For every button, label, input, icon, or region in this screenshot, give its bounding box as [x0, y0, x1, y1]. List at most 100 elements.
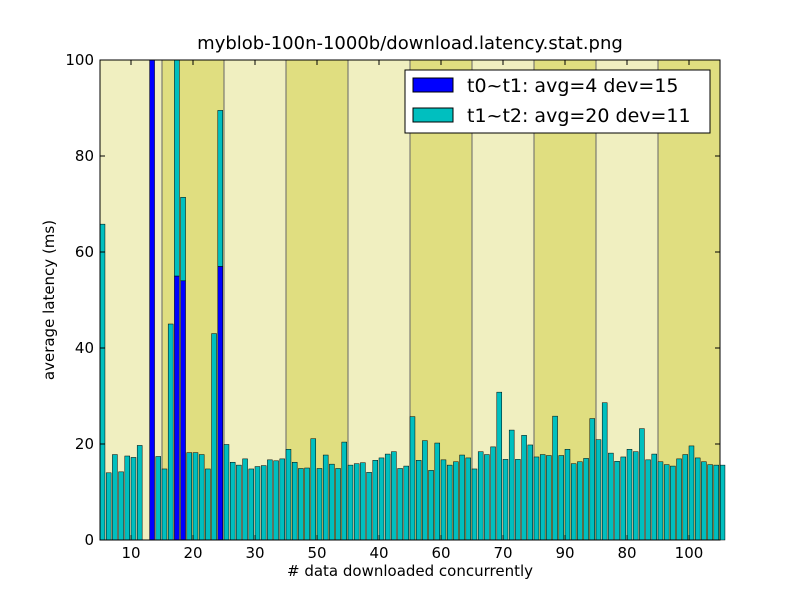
- bar-t1: [186, 452, 193, 541]
- bar-t1: [118, 471, 124, 541]
- bar-t1: [155, 456, 162, 541]
- bar-t1: [211, 333, 217, 541]
- bar-t1: [236, 464, 242, 541]
- bar-t1: [639, 428, 645, 541]
- x-tick-label: 40: [369, 544, 388, 562]
- axis-ticks: [100, 59, 720, 541]
- x-tick-label: 10: [121, 544, 140, 562]
- bar-t1: [446, 464, 453, 541]
- bar-t1: [539, 454, 546, 541]
- y-axis-title: average latency (ms): [40, 220, 58, 380]
- bar-t1: [167, 323, 174, 541]
- bar-t1: [180, 197, 186, 282]
- bar-t1: [632, 451, 639, 541]
- bar-t1: [490, 446, 496, 541]
- x-tick-label: 20: [183, 544, 202, 562]
- bar-t1: [298, 468, 304, 541]
- bar-t1: [391, 451, 397, 541]
- plot-frame: [99, 59, 721, 541]
- bar-t1: [229, 461, 236, 541]
- bar-t1: [477, 451, 484, 541]
- bar-t1: [366, 472, 372, 541]
- bar-t1: [471, 468, 478, 541]
- bar-t1: [484, 454, 490, 541]
- bar-t1: [112, 454, 118, 541]
- bar-t1: [676, 458, 682, 541]
- bar-t1: [217, 110, 224, 267]
- bar-t1: [136, 445, 143, 541]
- bar-t1: [124, 455, 131, 541]
- bar-t1: [552, 415, 558, 541]
- bar-t1: [242, 458, 248, 541]
- x-tick-label: 60: [431, 544, 450, 562]
- bar-t1: [329, 463, 335, 541]
- x-tick-label: 90: [555, 544, 574, 562]
- bar-t1: [459, 454, 465, 541]
- bar-t1: [670, 465, 676, 541]
- bar-t1: [378, 457, 385, 541]
- y-tick-label: 40: [75, 339, 94, 357]
- bar-t1: [608, 452, 614, 541]
- bar-t1: [223, 444, 230, 541]
- bar-t1: [174, 59, 180, 277]
- bar-t1: [322, 454, 329, 541]
- bar-t1: [694, 457, 701, 541]
- y-tick-label: 80: [75, 147, 94, 165]
- bar-t1: [285, 449, 292, 541]
- bar-t1: [601, 402, 608, 541]
- bar-t1: [291, 461, 298, 541]
- bar-t1: [434, 442, 441, 541]
- bar-t1: [595, 439, 602, 541]
- bar-t1: [384, 453, 391, 541]
- bar-t1: [99, 223, 106, 541]
- bar-t1: [564, 449, 571, 541]
- bar-t1: [273, 460, 279, 541]
- chart-title: myblob-100n-1000b/download.latency.stat.…: [197, 33, 623, 54]
- bar-t1: [663, 464, 670, 541]
- bar-t1: [570, 463, 577, 541]
- bar-t1: [260, 465, 267, 541]
- bar-t1: [279, 458, 286, 541]
- x-tick-label: 30: [245, 544, 264, 562]
- bar-t1: [415, 460, 422, 541]
- bar-t1: [248, 468, 255, 541]
- bar-t1: [614, 461, 620, 541]
- bar-t1: [360, 462, 366, 541]
- y-tick-label: 20: [75, 435, 94, 453]
- bar-t1: [688, 445, 695, 541]
- bar-t1: [310, 438, 317, 541]
- y-tick-labels: 0 20 40 60 80 100: [65, 51, 94, 549]
- legend-label-t0: t0~t1: avg=4 dev=15: [467, 75, 679, 97]
- bar-t1: [341, 441, 348, 541]
- legend-swatch-t1: [412, 107, 454, 123]
- bar-series: [99, 59, 726, 541]
- bar-t1: [347, 464, 354, 541]
- bar-t1: [372, 460, 379, 541]
- bar-t1: [205, 468, 211, 541]
- x-tick-label: 80: [617, 544, 636, 562]
- x-tick-labels: 10 20 30 50 40 60 70 90 80 100: [121, 544, 703, 562]
- bar-t1: [521, 435, 527, 541]
- bar-t1: [397, 468, 403, 541]
- bar-t1: [645, 459, 651, 541]
- y-tick-label: 0: [84, 531, 94, 549]
- bar-t1: [657, 461, 664, 541]
- x-tick-label: 50: [307, 544, 326, 562]
- legend-box: [404, 69, 711, 134]
- background-band: [224, 60, 286, 540]
- legend: t0~t1: avg=4 dev=15 t1~t2: avg=20 dev=11: [404, 69, 711, 134]
- bar-t1: [701, 461, 707, 541]
- bar-t1: [316, 468, 323, 541]
- y-tick-label: 60: [75, 243, 94, 261]
- bar-t1: [422, 440, 428, 541]
- bar-t0: [149, 59, 155, 541]
- bar-t1: [620, 456, 627, 541]
- bar-t1: [254, 466, 261, 541]
- bar-t1: [502, 459, 509, 541]
- bar-t1: [105, 472, 112, 541]
- bar-t1: [496, 391, 503, 541]
- bar-t0: [217, 266, 224, 541]
- bar-t1: [583, 458, 589, 541]
